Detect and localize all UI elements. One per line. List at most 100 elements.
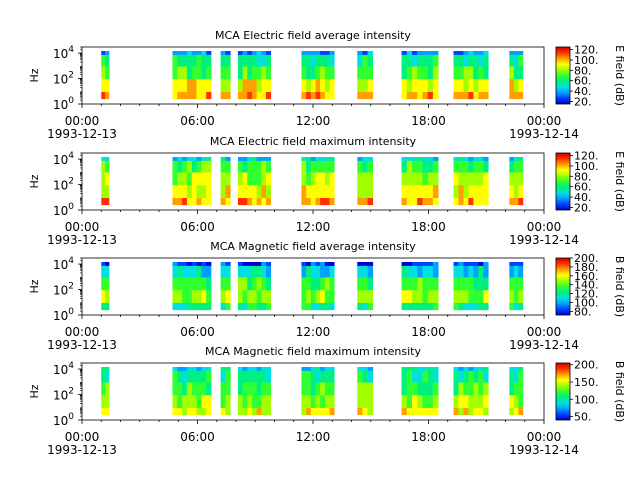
spectrogram-cell bbox=[196, 394, 202, 408]
spectrogram-cell bbox=[182, 302, 188, 311]
spectrogram-cell bbox=[329, 172, 335, 186]
spectrogram-cell bbox=[458, 265, 464, 278]
colorbar-tick-label: 180. bbox=[574, 261, 599, 274]
spectrogram-cell bbox=[256, 78, 262, 92]
spectrogram-cell bbox=[242, 367, 248, 371]
spectrogram-cell bbox=[251, 302, 258, 311]
spectrogram-cell bbox=[406, 160, 413, 173]
x-tick-label: 12:00 bbox=[296, 430, 331, 444]
spectrogram-cell bbox=[324, 265, 330, 278]
spectrogram-cell bbox=[306, 160, 312, 173]
spectrogram-cell bbox=[412, 289, 418, 303]
spectrogram-cell bbox=[468, 197, 474, 206]
spectrogram-cell bbox=[196, 277, 202, 291]
spectrogram-cell bbox=[247, 51, 253, 55]
spectrogram-cell bbox=[324, 197, 330, 206]
spectrogram-cell bbox=[324, 407, 330, 416]
spectrogram-cell bbox=[261, 91, 267, 100]
spectrogram-cell bbox=[191, 66, 197, 80]
spectrogram-cell bbox=[401, 289, 408, 303]
spectrogram-cell bbox=[315, 54, 321, 67]
spectrogram-cell bbox=[172, 78, 178, 92]
spectrogram-cell bbox=[509, 394, 515, 408]
spectrogram-cell bbox=[247, 78, 253, 92]
spectrogram-cell bbox=[256, 265, 262, 278]
spectrogram-cell bbox=[422, 382, 429, 396]
spectrogram-cell bbox=[422, 277, 429, 291]
spectrogram-cell bbox=[478, 91, 484, 100]
spectrogram-cell bbox=[225, 78, 231, 92]
spectrogram-cell bbox=[256, 160, 262, 173]
spectrogram-cell bbox=[357, 160, 363, 173]
spectrogram-cell bbox=[101, 197, 106, 206]
spectrogram-cell bbox=[406, 51, 413, 55]
spectrogram-cell bbox=[191, 289, 197, 303]
spectrogram-cell bbox=[473, 78, 479, 92]
spectrogram-cell bbox=[320, 262, 326, 266]
spectrogram-cell bbox=[315, 265, 321, 278]
spectrogram-cell bbox=[105, 184, 110, 198]
spectrogram-cell bbox=[220, 407, 226, 416]
spectrogram-cell bbox=[301, 160, 307, 173]
spectrogram-cell bbox=[406, 277, 413, 291]
spectrogram-cell bbox=[182, 407, 188, 416]
spectrogram-cell bbox=[105, 370, 110, 383]
spectrogram-cell bbox=[301, 262, 307, 266]
colorbar-tick-label: 100. bbox=[574, 297, 599, 310]
spectrogram-cell bbox=[518, 289, 524, 303]
spectrogram-cell bbox=[251, 51, 258, 55]
panel-title: MCA Magnetic field maximum intensity bbox=[205, 345, 421, 358]
spectrogram-cell bbox=[201, 66, 207, 80]
spectrogram-cell bbox=[468, 407, 474, 416]
spectrogram-cell bbox=[242, 51, 248, 55]
spectrogram-cell bbox=[191, 172, 197, 186]
spectrogram-cell bbox=[422, 265, 429, 278]
spectrogram-cell bbox=[422, 407, 429, 416]
spectrogram-cell bbox=[483, 382, 489, 396]
spectrogram-cell bbox=[362, 54, 368, 67]
spectrogram-cell bbox=[177, 160, 183, 173]
spectrogram-cell bbox=[401, 265, 408, 278]
spectrogram-cell bbox=[417, 277, 423, 291]
spectrogram-cell bbox=[105, 265, 110, 278]
spectrogram-cell bbox=[242, 91, 248, 100]
spectrogram-cell bbox=[468, 382, 474, 396]
spectrogram-cell bbox=[357, 265, 363, 278]
spectrogram-cell bbox=[186, 78, 193, 92]
spectrogram-cell bbox=[357, 394, 363, 408]
spectrogram-cell bbox=[509, 370, 515, 383]
spectrogram-cell bbox=[412, 66, 418, 80]
spectrogram-cell bbox=[191, 197, 197, 206]
spectrogram-cell bbox=[315, 370, 321, 383]
spectrogram-cell bbox=[473, 370, 479, 383]
spectrogram-cell bbox=[357, 172, 363, 186]
spectrogram-cell bbox=[463, 262, 469, 266]
spectrogram-cell bbox=[518, 394, 524, 408]
spectrogram-cell bbox=[458, 54, 464, 67]
spectrogram-cell bbox=[220, 302, 226, 311]
colorbar-tick-label: 100. bbox=[574, 393, 599, 406]
spectrogram-cell bbox=[265, 66, 272, 80]
spectrogram-cell bbox=[401, 172, 408, 186]
spectrogram-cell bbox=[478, 157, 484, 161]
spectrogram-cell bbox=[186, 382, 193, 396]
spectrogram-cell bbox=[225, 289, 231, 303]
spectrogram-cell bbox=[367, 197, 374, 206]
spectrogram-cell bbox=[320, 91, 326, 100]
spectrogram-cell bbox=[306, 54, 312, 67]
spectrogram-cell bbox=[367, 184, 374, 198]
spectrogram-cell bbox=[357, 407, 363, 416]
spectrogram-cell bbox=[105, 289, 110, 303]
spectrogram-cell bbox=[101, 51, 106, 55]
spectrogram-cell bbox=[220, 51, 226, 55]
x-tick-date-label: 1993-12-13 bbox=[47, 338, 117, 352]
spectrogram-cell bbox=[172, 394, 178, 408]
spectrogram-cell bbox=[509, 265, 515, 278]
spectrogram-cell bbox=[417, 407, 423, 416]
spectrogram-cell bbox=[261, 407, 267, 416]
x-tick-label: 12:00 bbox=[296, 325, 331, 339]
spectrogram-cell bbox=[310, 382, 316, 396]
spectrogram-cell bbox=[256, 289, 262, 303]
spectrogram-cell bbox=[406, 394, 413, 408]
spectrogram-cell bbox=[237, 382, 243, 396]
